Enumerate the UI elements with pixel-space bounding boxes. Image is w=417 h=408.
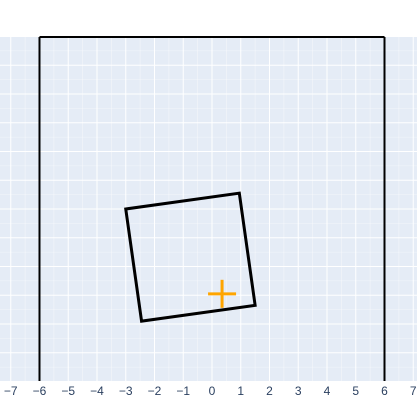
x-tick-label: 0	[209, 384, 216, 398]
x-tick-label: −4	[90, 384, 104, 398]
x-tick-label: 1	[237, 384, 244, 398]
boundary-lines	[38, 36, 386, 381]
x-tick-label: −1	[176, 384, 190, 398]
x-tick-label: 4	[324, 384, 331, 398]
x-tick-label: 3	[295, 384, 302, 398]
x-tick-label: 5	[352, 384, 359, 398]
x-tick-label: −6	[33, 384, 47, 398]
x-tick-label: 2	[266, 384, 273, 398]
x-tick-label: −2	[148, 384, 162, 398]
rotated-square	[124, 191, 257, 323]
cross-marker	[208, 279, 237, 308]
x-tick-label: −7	[4, 384, 18, 398]
x-tick-label: −5	[61, 384, 75, 398]
x-tick-label: 6	[381, 384, 388, 398]
x-tick-label: −3	[119, 384, 133, 398]
x-tick-label: 7	[410, 384, 417, 398]
x-tick-labels: −7 −6 −5 −4 −3 −2 −1 0 1 2 3 4 5 6 7	[4, 384, 417, 398]
